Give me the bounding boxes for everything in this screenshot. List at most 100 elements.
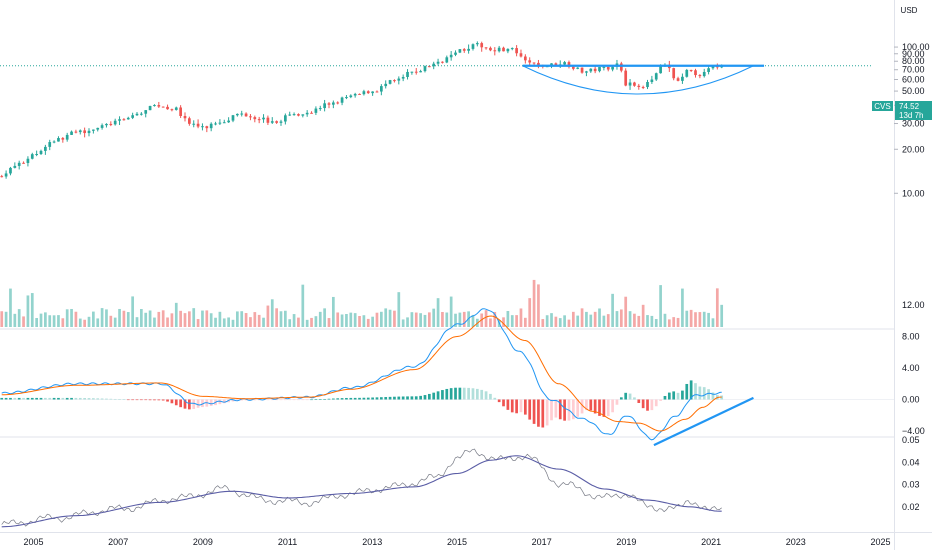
macd-histogram-bar [48, 397, 52, 400]
candle-body [458, 49, 462, 53]
volume-bar [593, 311, 597, 327]
candle-body [681, 76, 684, 81]
volume-bar [13, 313, 17, 327]
macd-histogram-bar [707, 389, 710, 400]
signal-line [1, 315, 722, 432]
macd-histogram-bar [83, 397, 86, 400]
macd-histogram-bar [118, 399, 121, 400]
volume-bar [78, 318, 82, 327]
volume-bar [279, 311, 283, 327]
candle-body [646, 82, 649, 88]
volume-bar [410, 312, 414, 327]
cup-arc[interactable] [522, 65, 754, 95]
candle-body [327, 103, 331, 105]
macd-histogram-bar [301, 399, 305, 401]
macd-histogram-bar [628, 393, 632, 400]
macd-histogram-bar [537, 399, 540, 427]
macd-histogram-bar [672, 391, 676, 400]
volume-bar [179, 310, 182, 327]
macd-histogram-bar [423, 395, 427, 400]
macd-histogram-bar [615, 399, 619, 405]
candle-body [427, 66, 431, 68]
candle-body [537, 62, 540, 65]
volume-bar [362, 315, 366, 327]
candle-body [619, 63, 623, 71]
volume-bar [506, 310, 510, 327]
macd-histogram-bar [74, 397, 78, 400]
candle-body [13, 165, 17, 168]
currency-label[interactable]: USD [901, 6, 918, 15]
candle-body [353, 93, 357, 96]
candle-body [244, 113, 248, 117]
candle-body [314, 108, 318, 113]
macd-histogram-bar [441, 390, 444, 400]
volume-bar [22, 316, 25, 327]
candle-body [257, 119, 261, 121]
macd-histogram-bar [331, 398, 335, 400]
volume-bar [336, 312, 340, 327]
macd-tick-label: 4.00 [902, 363, 920, 373]
volume-bar [423, 314, 427, 327]
volume-bar [615, 311, 619, 327]
candle-body [602, 66, 606, 68]
volume-bar [126, 312, 130, 327]
candle-body [166, 106, 169, 110]
volume-bar [161, 310, 165, 327]
volume-bar [48, 315, 52, 327]
candle-body [74, 131, 78, 133]
countdown-label: 13d 7h [899, 111, 923, 120]
macd-histogram-bar [196, 399, 200, 408]
macd-histogram-bar [462, 387, 466, 400]
candle-body [30, 154, 34, 159]
macd-histogram-bar [467, 387, 470, 400]
macd-histogram-bar [589, 399, 593, 411]
candle-body [22, 162, 25, 164]
macd-histogram-bar [109, 398, 113, 400]
volume-bar [61, 318, 65, 327]
volume-bar [606, 314, 610, 327]
candle-body [105, 123, 108, 126]
volume-bar [144, 312, 148, 327]
macd-histogram-bar [244, 399, 248, 401]
chart-drawings[interactable] [0, 64, 872, 95]
volume-bar [541, 319, 545, 327]
macd-trendline[interactable] [653, 396, 754, 447]
macd-panel [0, 308, 894, 447]
volume-bar [205, 310, 209, 327]
macd-histogram-bar [667, 392, 671, 400]
volume-bar [537, 284, 540, 327]
macd-histogram-bar [201, 399, 204, 408]
macd-histogram-bar [593, 399, 597, 414]
candle-body [432, 63, 436, 67]
volume-bar [698, 312, 702, 327]
candle-body [4, 173, 8, 177]
macd-histogram-bar [327, 398, 331, 400]
candle-body [135, 113, 139, 116]
candle-body [480, 43, 484, 48]
volume-bar [628, 311, 632, 327]
volume-bar [253, 312, 257, 327]
volume-bar [222, 318, 226, 327]
volume-bar [672, 317, 676, 327]
macd-tick-label: 0.00 [902, 395, 920, 405]
indicator-tick-label: 0.03 [902, 480, 920, 490]
macd-histogram-bar [140, 399, 143, 401]
symbol-tag [872, 101, 893, 111]
candle-body [65, 134, 69, 140]
volume-bar [510, 315, 514, 327]
macd-histogram-bar [585, 399, 588, 411]
candle-body [624, 70, 628, 86]
macd-histogram-bar [602, 399, 606, 417]
macd-histogram-bar [253, 399, 257, 401]
volume-bar [218, 311, 222, 327]
macd-histogram-bar [445, 388, 449, 400]
macd-histogram-bar [222, 399, 226, 404]
volume-bar [240, 311, 244, 327]
volume-bar [659, 285, 662, 327]
macd-histogram-bar [349, 397, 353, 400]
volume-bar [52, 315, 56, 327]
volume-bar [484, 310, 488, 327]
candle-body [358, 93, 361, 95]
candle-body [209, 123, 213, 129]
